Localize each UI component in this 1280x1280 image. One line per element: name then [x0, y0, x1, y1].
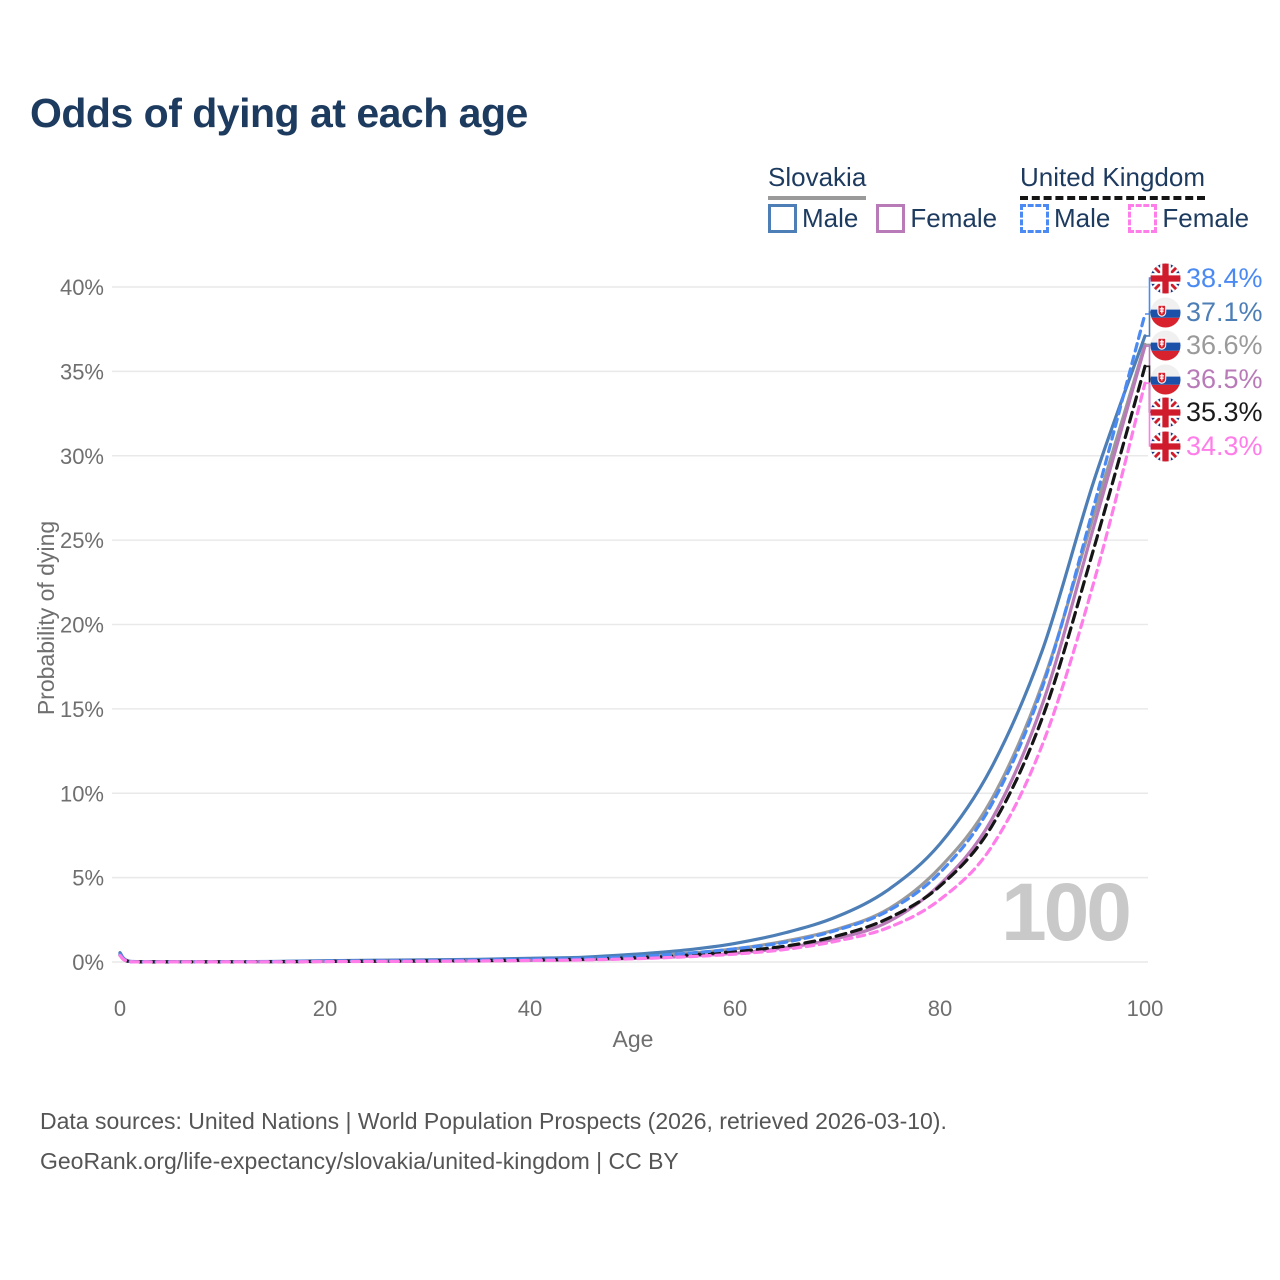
- end-label-sk_female: 36.5%: [1150, 363, 1263, 395]
- end-label-sk_total: 36.6%: [1150, 329, 1263, 361]
- chart-title: Odds of dying at each age: [30, 90, 528, 136]
- uk-flag-icon: [1150, 262, 1181, 294]
- y-tick-label: 40%: [60, 275, 104, 300]
- end-label-uk_male: 38.4%: [1150, 262, 1263, 294]
- y-tick-label: 10%: [60, 781, 104, 806]
- y-tick-label: 5%: [72, 866, 104, 891]
- end-label-sk_male: 37.1%: [1150, 296, 1263, 328]
- end-label-value: 37.1%: [1186, 296, 1263, 327]
- legend-item-slovakia-male[interactable]: Male: [768, 203, 858, 234]
- attribution-link-text: GeoRank.org/life-expectancy/slovakia/uni…: [40, 1148, 679, 1174]
- y-tick-label: 20%: [60, 613, 104, 638]
- y-tick-label: 0%: [72, 950, 104, 975]
- series-line-uk_male: [118, 312, 1147, 964]
- slovakia-female-line-swatch: [876, 204, 906, 233]
- data-sources-text: Data sources: United Nations | World Pop…: [40, 1108, 947, 1134]
- end-label-value: 36.5%: [1186, 363, 1263, 394]
- legend-items-united-kingdom: Male Female: [1020, 203, 1267, 234]
- end-label-value: 36.6%: [1186, 329, 1263, 360]
- x-tick-label: 20: [313, 996, 337, 1021]
- slovakia-flag-icon: [1150, 329, 1181, 361]
- series-line-uk_female: [118, 381, 1147, 964]
- uk-male-line-swatch: [1020, 204, 1049, 233]
- legend-group-united-kingdom[interactable]: United Kingdom: [1020, 162, 1205, 200]
- age-watermark: 100: [1001, 867, 1132, 958]
- end-label-uk_total: 35.3%: [1150, 396, 1263, 428]
- y-axis-title: Probability of dying: [33, 520, 59, 716]
- x-tick-label: 0: [114, 996, 126, 1021]
- y-tick-label: 15%: [60, 697, 104, 722]
- legend: Slovakia: [768, 162, 867, 200]
- legend-item-label: Male: [802, 203, 859, 233]
- uk-flag-icon: [1150, 396, 1181, 428]
- legend-item-uk-male[interactable]: Male: [1020, 203, 1110, 234]
- slovakia-male-line-swatch: [768, 204, 797, 233]
- legend: United Kingdom: [1020, 162, 1205, 200]
- y-tick-label: 25%: [60, 528, 104, 553]
- series-line-sk_male: [118, 334, 1147, 964]
- series-line-sk_female: [118, 344, 1147, 964]
- y-tick-label: 35%: [60, 359, 104, 384]
- end-label-value: 35.3%: [1186, 396, 1263, 427]
- x-tick-label: 80: [928, 996, 952, 1021]
- end-label-value: 38.4%: [1186, 262, 1263, 293]
- legend-group-slovakia[interactable]: Slovakia: [768, 162, 867, 200]
- x-tick-label: 40: [518, 996, 542, 1021]
- legend-item-uk-female[interactable]: Female: [1128, 203, 1249, 234]
- slovakia-flag-icon: [1150, 363, 1181, 395]
- x-axis-title: Age: [612, 1026, 654, 1052]
- series-line-sk_total: [118, 342, 1147, 964]
- end-label-uk_female: 34.3%: [1150, 430, 1263, 462]
- x-tick-label: 100: [1127, 996, 1164, 1021]
- legend-item-slovakia-female[interactable]: Female: [876, 203, 997, 234]
- legend-item-label: Male: [1054, 203, 1111, 233]
- uk-female-line-swatch: [1128, 204, 1158, 233]
- legend-items-slovakia: Male Female: [768, 203, 1015, 234]
- legend-item-label: Female: [1162, 203, 1250, 233]
- legend-item-label: Female: [910, 203, 998, 233]
- end-label-value: 34.3%: [1186, 430, 1263, 461]
- slovakia-flag-icon: [1150, 296, 1181, 328]
- y-tick-label: 30%: [60, 444, 104, 469]
- uk-flag-icon: [1150, 430, 1181, 462]
- x-tick-label: 60: [723, 996, 747, 1021]
